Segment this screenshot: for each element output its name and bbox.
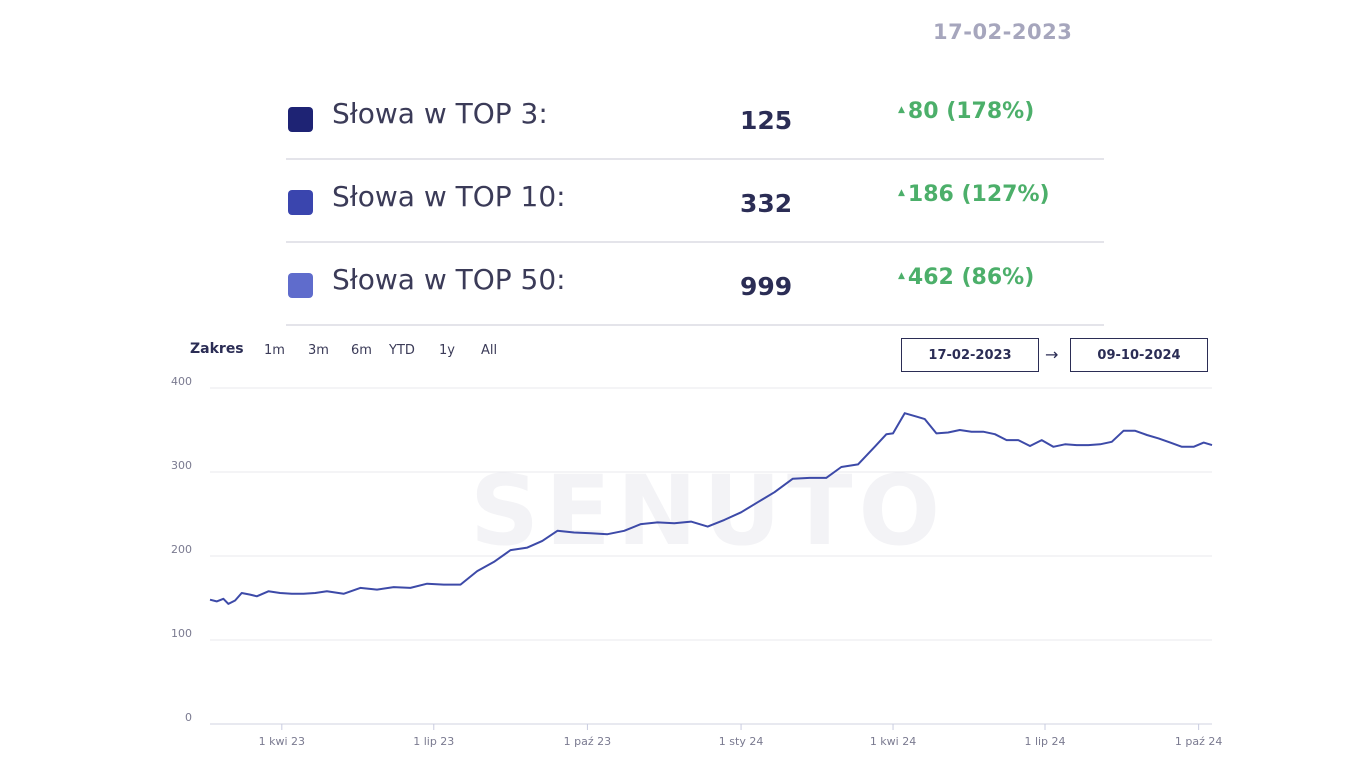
top50-swatch (288, 273, 313, 298)
y-tick-label: 300 (171, 459, 192, 472)
x-tick-label: 1 kwi 24 (870, 735, 916, 748)
stat-change-text: 462 (86%) (907, 265, 1035, 290)
date-to-input[interactable]: 09-10-2024 (1070, 338, 1208, 372)
stat-label: Słowa w TOP 10: (332, 180, 566, 213)
range-1y-button[interactable]: 1y (439, 343, 455, 358)
x-tick-label: 1 paź 24 (1175, 735, 1223, 748)
y-axis: 0 100 200 300 400 (171, 375, 192, 724)
y-tick-label: 400 (171, 375, 192, 388)
range-title: Zakres (190, 341, 244, 357)
arrow-right-icon: → (1045, 345, 1059, 364)
x-tick-label: 1 lip 24 (1024, 735, 1065, 748)
stat-change: ▲ 80 (178%) (898, 99, 1034, 124)
range-ytd-button[interactable]: YTD (389, 343, 415, 358)
top10-swatch (288, 190, 313, 215)
x-axis: 1 kwi 23 1 lip 23 1 paź 23 1 sty 24 1 kwi 24… (259, 724, 1223, 748)
stat-row-top3: Słowa w TOP 3: 125 ▲ 80 (178%) (286, 77, 1104, 160)
stat-change: ▲ 186 (127%) (898, 182, 1050, 207)
range-6m-button[interactable]: 6m (351, 343, 372, 358)
date-from-input[interactable]: 17-02-2023 (901, 338, 1039, 372)
chart-series (209, 412, 1213, 605)
stat-change-text: 186 (127%) (907, 182, 1050, 207)
x-tick-label: 1 paź 23 (564, 735, 612, 748)
range-1m-button[interactable]: 1m (264, 343, 285, 358)
up-triangle-icon: ▲ (898, 271, 905, 281)
stats-table: Słowa w TOP 3: 125 ▲ 80 (178%) Słowa w TO… (286, 77, 1104, 326)
chart-grid (210, 387, 1212, 725)
range-3m-button[interactable]: 3m (308, 343, 329, 358)
y-tick-label: 0 (185, 711, 192, 724)
stat-value: 125 (740, 106, 793, 135)
y-tick-label: 100 (171, 627, 192, 640)
up-triangle-icon: ▲ (898, 188, 905, 198)
stat-label: Słowa w TOP 3: (332, 97, 548, 130)
x-tick-label: 1 kwi 23 (259, 735, 305, 748)
stat-label: Słowa w TOP 50: (332, 263, 566, 296)
x-tick-label: 1 lip 23 (413, 735, 454, 748)
up-triangle-icon: ▲ (898, 105, 905, 115)
y-tick-label: 200 (171, 543, 192, 556)
stat-row-top10: Słowa w TOP 10: 332 ▲ 186 (127%) (286, 160, 1104, 243)
stat-change-text: 80 (178%) (907, 99, 1035, 124)
watermark: SENUTO (470, 455, 947, 567)
header-date: 17-02-2023 (933, 20, 1073, 44)
x-tick-label: 1 sty 24 (719, 735, 764, 748)
stat-value: 999 (740, 272, 793, 301)
stat-value: 332 (740, 189, 793, 218)
top3-swatch (288, 107, 313, 132)
range-all-button[interactable]: All (481, 343, 498, 358)
stat-row-top50: Słowa w TOP 50: 999 ▲ 462 (86%) (286, 243, 1104, 326)
stat-change: ▲ 462 (86%) (898, 265, 1034, 290)
series-line (209, 412, 1213, 605)
